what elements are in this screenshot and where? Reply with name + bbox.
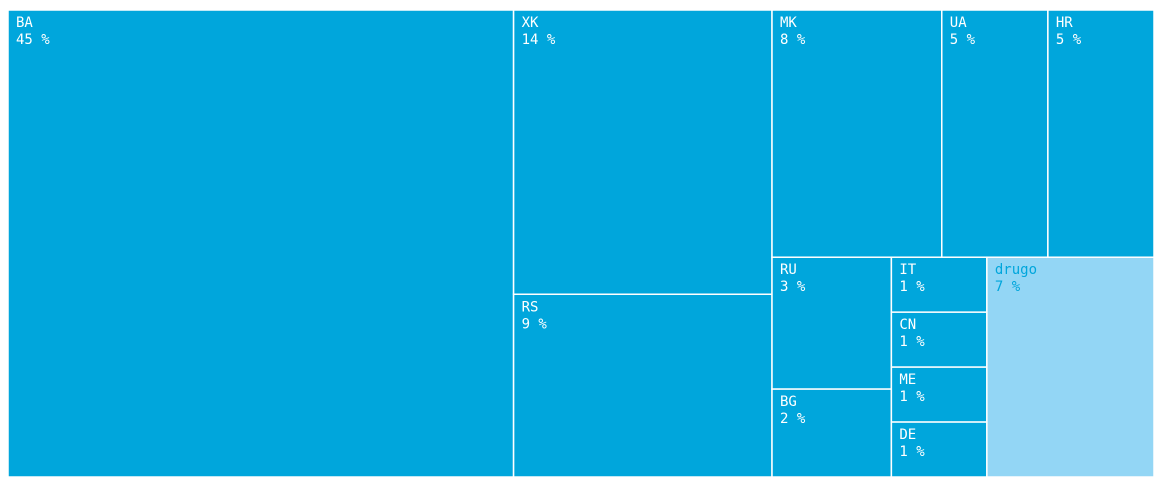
cell-value-label: 9 % [522,316,548,332]
treemap-cell [512,293,773,477]
cell-label: CN [899,317,916,333]
cell-value-label: 1 % [899,444,925,460]
cell-label: UA [950,15,967,31]
treemap-cell [890,366,988,423]
cell-value-label: 2 % [780,411,806,427]
cell-value-label: 1 % [899,279,925,295]
cell-value-label: 3 % [780,279,806,295]
treemap-cell [890,421,988,477]
cell-label: HR [1056,15,1073,31]
cell-label: RS [522,299,539,315]
cell-value-label: 45 % [16,32,50,48]
cell-value-label: 5 % [1056,32,1082,48]
cell-label: ME [899,372,916,388]
treemap-cell [986,256,1154,477]
treemap-cell [771,388,893,477]
treemap-cell [771,9,943,258]
treemap-cell [771,256,893,390]
cell-label: drugo [995,262,1037,278]
treemap-cell [941,9,1049,258]
cell-value-label: 5 % [950,32,976,48]
cell-label: RU [780,262,797,278]
cell-value-label: 8 % [780,32,806,48]
cell-value-label: 1 % [899,389,925,405]
treemap-cell [7,9,515,477]
cell-label: DE [899,427,916,443]
cell-label: XK [522,15,539,31]
cell-value-label: 14 % [522,32,556,48]
cell-value-label: 1 % [899,334,925,350]
cell-label: BA [16,15,33,31]
cell-label: MK [780,15,797,31]
treemap-cell [512,9,773,296]
cell-value-label: 7 % [995,279,1021,295]
cell-label: BG [780,394,797,410]
cell-label: IT [899,262,916,278]
